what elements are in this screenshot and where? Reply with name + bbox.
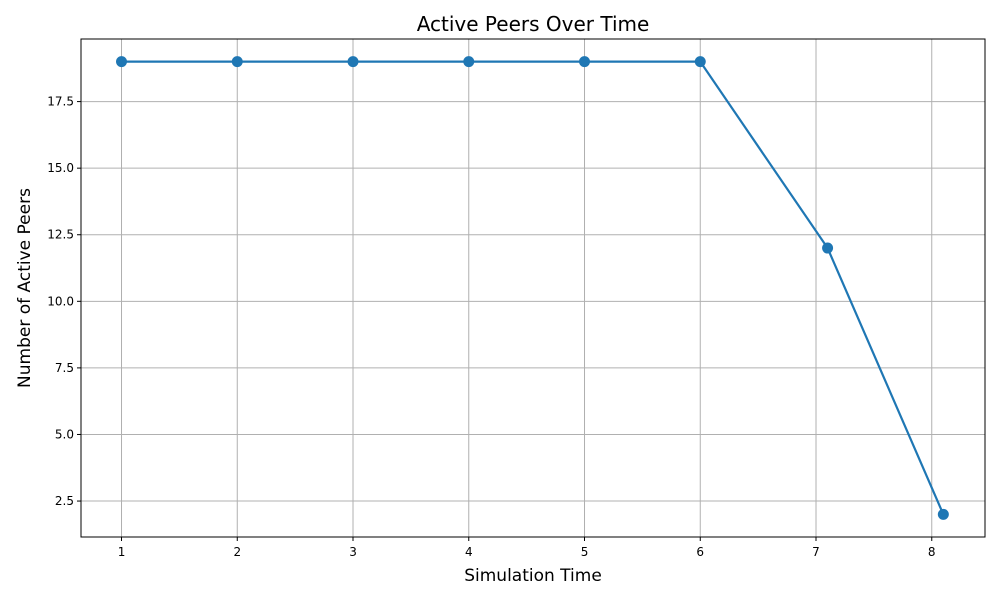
y-tick-label: 17.5 bbox=[47, 95, 74, 109]
series-layer bbox=[116, 56, 949, 520]
grid-lines bbox=[81, 39, 985, 537]
y-tick-label: 10.0 bbox=[47, 294, 74, 308]
data-point bbox=[937, 508, 949, 520]
data-point bbox=[694, 56, 706, 68]
y-tick-label: 7.5 bbox=[55, 361, 74, 375]
data-point bbox=[463, 56, 475, 68]
data-point bbox=[116, 56, 128, 68]
data-point bbox=[231, 56, 243, 68]
y-tick-label: 12.5 bbox=[47, 228, 74, 242]
plot-area-frame bbox=[80, 38, 986, 538]
x-tick-label: 6 bbox=[696, 545, 704, 559]
axis-ticks: 1 2 3 4 5 6 7 8 2.5 5.0 7.5 10.0 12.5 15.0 17.5 bbox=[47, 95, 935, 559]
y-axis-label: Number of Active Peers bbox=[15, 188, 35, 388]
data-point bbox=[822, 242, 834, 254]
y-tick-label: 15.0 bbox=[47, 161, 74, 175]
series-line bbox=[121, 60, 945, 515]
x-tick-label: 7 bbox=[812, 545, 820, 559]
chart-title: Active Peers Over Time bbox=[417, 12, 650, 36]
x-tick-label: 3 bbox=[349, 545, 357, 559]
data-point bbox=[579, 56, 591, 68]
x-tick-label: 8 bbox=[928, 545, 936, 559]
x-tick-label: 4 bbox=[465, 545, 473, 559]
x-tick-label: 1 bbox=[118, 545, 126, 559]
x-tick-label: 2 bbox=[233, 545, 241, 559]
y-tick-label: 2.5 bbox=[55, 494, 74, 508]
data-point bbox=[347, 56, 359, 68]
x-tick-label: 5 bbox=[581, 545, 589, 559]
x-axis-label: Simulation Time bbox=[464, 566, 602, 586]
y-tick-label: 5.0 bbox=[55, 427, 74, 441]
